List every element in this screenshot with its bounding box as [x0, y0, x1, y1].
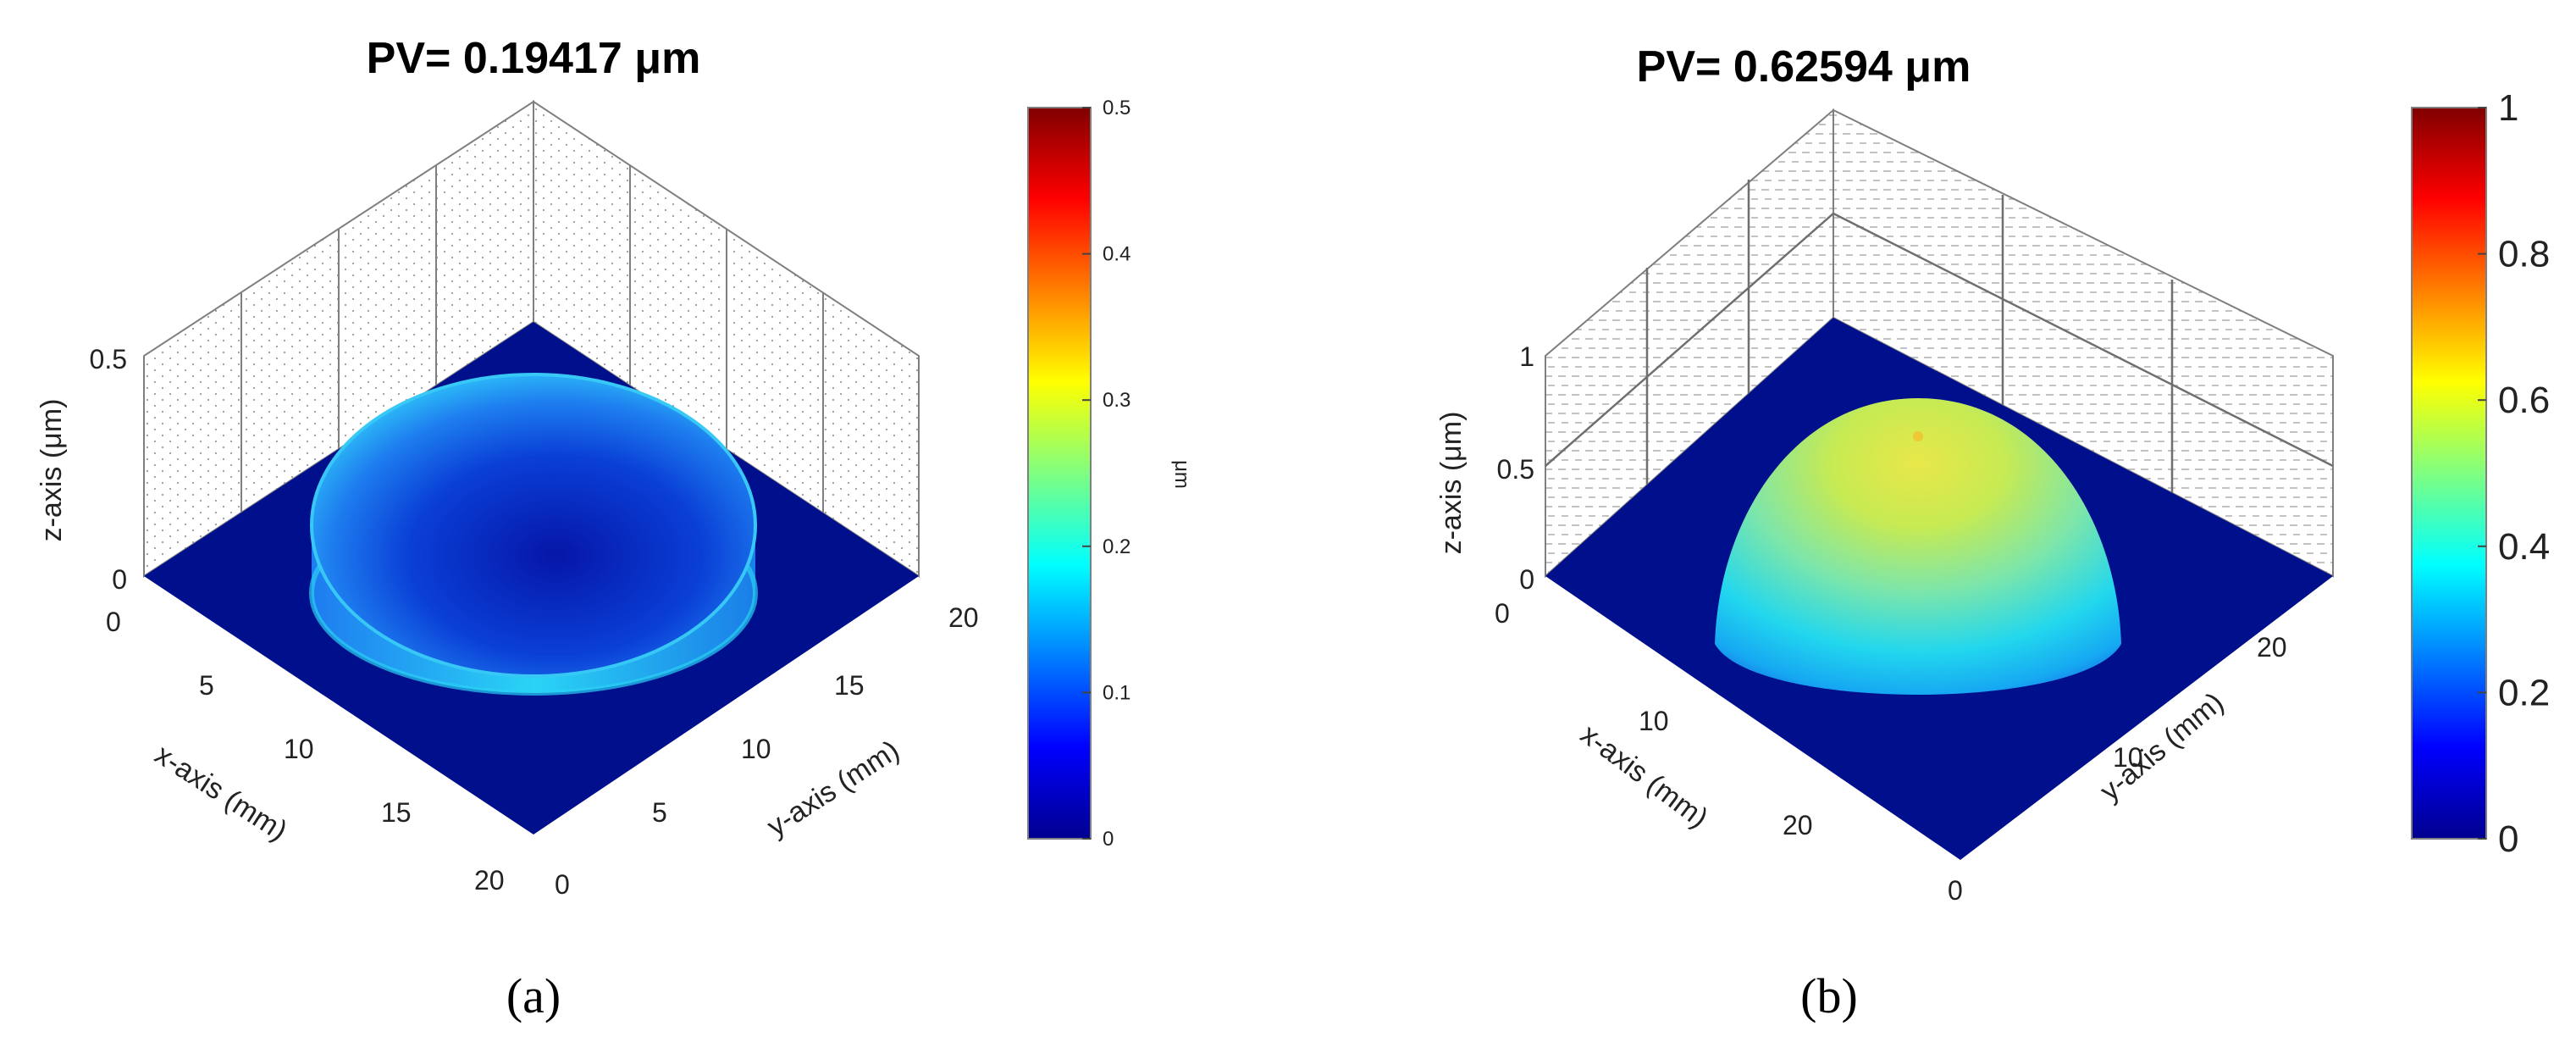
- panel-a-title: PV= 0.19417 μm: [367, 34, 701, 83]
- panel-a-x-label: x-axis (mm): [149, 738, 293, 847]
- panel-a-y-label: y-axis (mm): [761, 734, 905, 843]
- panel-a-x-tick: 5: [199, 670, 214, 701]
- panel-b-y-tick: 20: [2257, 632, 2287, 663]
- panel-a-x-tick: 0: [106, 607, 121, 637]
- colorbar-tick-label: 0.4: [1103, 243, 1130, 266]
- panel-b-x-ticks: 0 10 20: [1495, 598, 1813, 840]
- panel-a-x-ticks: 0 5 10 15 20: [106, 607, 505, 896]
- panel-b-y-tick: 10: [2113, 742, 2143, 773]
- panel-b-x-tick: 20: [1783, 810, 1813, 840]
- colorbar-tick-label: 0.3: [1103, 389, 1130, 412]
- panel-b-colorbar: [2411, 107, 2487, 840]
- panel-a-y-tick: 5: [652, 797, 667, 828]
- panel-a-y-tick: 0: [555, 869, 570, 900]
- panel-b-z-tick: 0.5: [1497, 454, 1534, 485]
- panel-a-colorbar-unit: μm: [1170, 460, 1193, 489]
- panel-a-ring-surface: [309, 373, 758, 696]
- colorbar-tick-label: 0: [1103, 828, 1114, 851]
- panel-a-y-tick: 20: [948, 602, 979, 633]
- panel-a-colorbar: [1027, 107, 1092, 840]
- panel-a-x-tick: 10: [284, 734, 314, 764]
- colorbar-tick-label: 0.4: [2498, 526, 2550, 568]
- panel-b-y-ticks: 0 10 20: [1948, 632, 2287, 906]
- colorbar-tick-label: 0.2: [1103, 535, 1130, 558]
- panel-a-y-tick: 10: [741, 734, 771, 764]
- panel-a-y-ticks: 0 5 10 15 20: [555, 602, 979, 900]
- panel-a-caption: (a): [506, 968, 561, 1023]
- panel-b-z-label: z-axis (μm): [1435, 412, 1468, 555]
- panel-b-caption: (b): [1800, 968, 1858, 1023]
- panel-a-z-label: z-axis (μm): [36, 399, 68, 542]
- panel-a-z-tick: 0.5: [90, 344, 127, 374]
- colorbar-tick-label: 0.2: [2498, 672, 2550, 713]
- colorbar-tick-label: 0.1: [1103, 681, 1130, 704]
- panel-b-y-tick: 0: [1948, 875, 1963, 906]
- panel-b-title: PV= 0.62594 μm: [1637, 42, 1971, 91]
- panel-b-wall-grid: [1545, 180, 2334, 493]
- panel-b-z-tick: 1: [1519, 341, 1534, 372]
- panel-a-x-tick: 20: [474, 865, 505, 896]
- panel-a-colorbar-ticks: 0 0.1 0.2 0.3 0.4 0.5: [1082, 97, 1130, 851]
- panel-b-z-tick: 0: [1519, 564, 1534, 595]
- panel-b-colorbar-ticks: 0 0.2 0.4 0.6 0.8 1: [2478, 87, 2550, 860]
- colorbar-tick-label: 0.6: [2498, 380, 2550, 421]
- panel-a-z-tick: 0: [112, 564, 127, 595]
- colorbar-tick-label: 0: [2498, 818, 2518, 860]
- panel-a-wall-grid: [240, 165, 824, 513]
- panel-b: PV= 0.62594 μm 0 0.5 1 z-axis (μm) 0 10: [1435, 42, 2550, 1023]
- panel-b-dome-surface: [1715, 398, 2121, 695]
- panel-a-y-tick: 15: [834, 670, 865, 701]
- colorbar-tick-label: 0.8: [2498, 234, 2550, 275]
- colorbar-tick-label: 1: [2498, 87, 2518, 129]
- panel-a-x-tick: 15: [381, 797, 412, 828]
- colorbar-tick-label: 0.5: [1103, 97, 1130, 119]
- panel-a: PV= 0.19417 μm 0 0.5 z-axis (μm) 0 5: [36, 34, 1193, 1023]
- panel-b-x-tick: 10: [1639, 706, 1669, 736]
- panel-b-x-tick: 0: [1495, 598, 1510, 629]
